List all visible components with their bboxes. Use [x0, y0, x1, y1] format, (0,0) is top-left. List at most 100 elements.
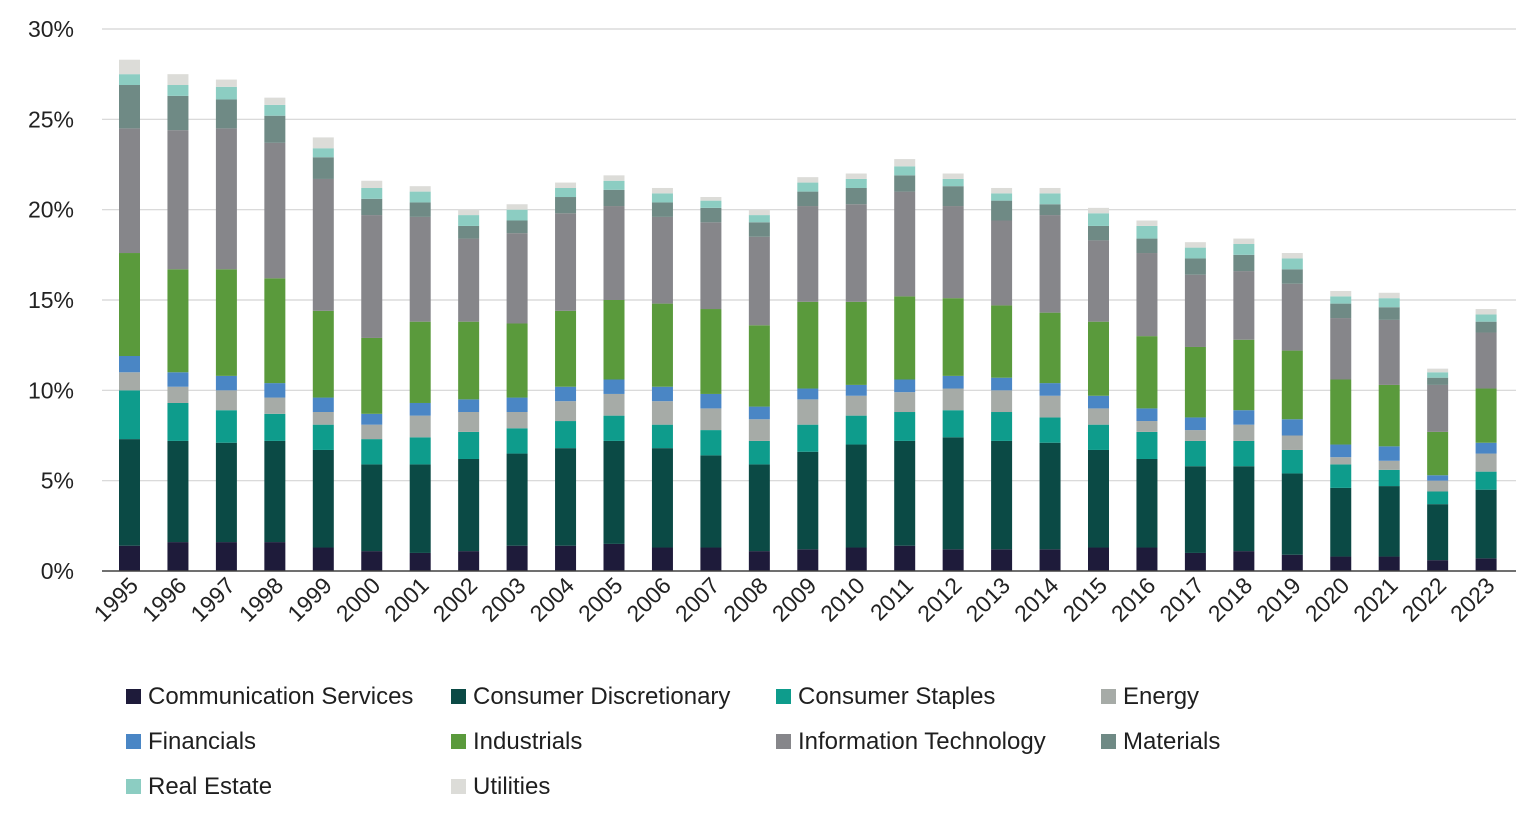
- bar-segment: [651, 187, 673, 194]
- bar-segment: [264, 413, 286, 441]
- bar-stack-2000: [361, 180, 383, 571]
- bar-segment: [942, 298, 964, 376]
- bar-segment: [458, 412, 480, 432]
- bar-segment: [603, 415, 625, 441]
- x-tick-label: 2014: [1009, 572, 1064, 627]
- bar-segment: [1039, 187, 1061, 194]
- bar-segment: [748, 215, 770, 223]
- bar-segment: [119, 372, 140, 391]
- bar-segment: [845, 204, 867, 302]
- bar-segment: [1330, 318, 1352, 380]
- bar-segment: [361, 198, 383, 216]
- bar-segment: [748, 209, 770, 216]
- x-tick-label: 2018: [1203, 572, 1258, 627]
- bar-segment: [797, 191, 819, 207]
- x-axis-tick-labels: 1995199619971998199920002001200220032004…: [88, 572, 1499, 627]
- bar-segment: [651, 303, 673, 387]
- bar-segment: [1330, 444, 1352, 458]
- bar-segment: [555, 187, 577, 198]
- bar-stack-2010: [845, 173, 867, 571]
- bar-segment: [458, 551, 480, 571]
- bar-segment: [651, 448, 673, 548]
- bar-segment: [651, 401, 673, 425]
- bar-stack-2012: [942, 173, 964, 571]
- bar-segment: [215, 99, 237, 129]
- bar-segment: [506, 412, 528, 429]
- bar-segment: [1233, 238, 1255, 244]
- bar-stack-1996: [167, 74, 189, 571]
- legend-label: Financials: [148, 727, 257, 755]
- x-tick-label: 1999: [282, 572, 337, 627]
- bar-segment: [797, 424, 819, 452]
- bar-segment: [1330, 379, 1352, 445]
- bar-stack-1998: [264, 97, 286, 571]
- bar-segment: [458, 225, 480, 239]
- bar-segment: [555, 386, 577, 402]
- bar-segment: [797, 206, 819, 302]
- bar-segment: [312, 397, 334, 413]
- bar-segment: [1136, 547, 1158, 571]
- bar-segment: [506, 545, 528, 571]
- bar-segment: [894, 379, 916, 393]
- bar-segment: [555, 182, 577, 188]
- bar-segment: [700, 222, 722, 310]
- bar-segment: [1427, 491, 1449, 505]
- bar-segment: [312, 137, 334, 149]
- bar-segment: [1330, 290, 1352, 297]
- bar-segment: [700, 547, 722, 571]
- bar-segment: [1378, 446, 1400, 461]
- x-tick-label: 1996: [137, 572, 192, 627]
- x-tick-label: 2020: [1300, 572, 1355, 627]
- bar-segment: [603, 393, 625, 416]
- legend-item: Energy: [1101, 680, 1266, 713]
- bar-segment: [1039, 312, 1061, 384]
- bar-segment: [119, 128, 140, 254]
- legend-item: Materials: [1101, 725, 1266, 758]
- legend-label: Communication Services: [148, 682, 414, 710]
- x-tick-label: 2000: [331, 572, 386, 627]
- bar-segment: [603, 440, 625, 544]
- bar-segment: [797, 177, 819, 183]
- bar-stack-2020: [1330, 290, 1352, 571]
- bar-segment: [506, 397, 528, 413]
- x-tick-label: 1997: [185, 572, 240, 627]
- bar-segment: [215, 542, 237, 571]
- bar-segment: [409, 191, 431, 203]
- bar-segment: [1427, 372, 1449, 378]
- bar-segment: [167, 269, 189, 373]
- bar-segment: [167, 95, 189, 131]
- bar-stack-2007: [700, 197, 722, 571]
- bar-segment: [215, 269, 237, 376]
- bar-segment: [942, 178, 964, 187]
- bar-segment: [845, 301, 867, 385]
- bar-segment: [1281, 258, 1303, 270]
- bar-segment: [1088, 321, 1109, 396]
- bar-segment: [1184, 440, 1206, 467]
- bar-segment: [506, 220, 528, 234]
- bar-segment: [167, 542, 189, 571]
- bar-segment: [797, 182, 819, 192]
- bar-segment: [700, 309, 722, 394]
- bar-segment: [1475, 332, 1497, 389]
- legend-swatch: [776, 734, 791, 749]
- bar-segment: [506, 323, 528, 398]
- bar-segment: [361, 337, 383, 414]
- bar-segment: [555, 197, 577, 214]
- bar-segment: [1281, 269, 1303, 284]
- bar-segment: [1184, 430, 1206, 441]
- bar-segment: [409, 321, 431, 403]
- bar-segment: [119, 59, 140, 75]
- bar-segment: [1233, 254, 1255, 272]
- bar-segment: [409, 402, 431, 416]
- legend-label: Energy: [1123, 682, 1200, 710]
- bar-segment: [894, 412, 916, 441]
- bar-segment: [942, 410, 964, 438]
- bar-segment: [991, 549, 1013, 571]
- bar-segment: [119, 390, 140, 440]
- bar-segment: [409, 216, 431, 322]
- bar-segment: [215, 79, 237, 87]
- bar-segment: [409, 186, 431, 192]
- bar-segment: [506, 233, 528, 324]
- bar-stack-2022: [1427, 368, 1449, 571]
- bar-segment: [942, 206, 964, 299]
